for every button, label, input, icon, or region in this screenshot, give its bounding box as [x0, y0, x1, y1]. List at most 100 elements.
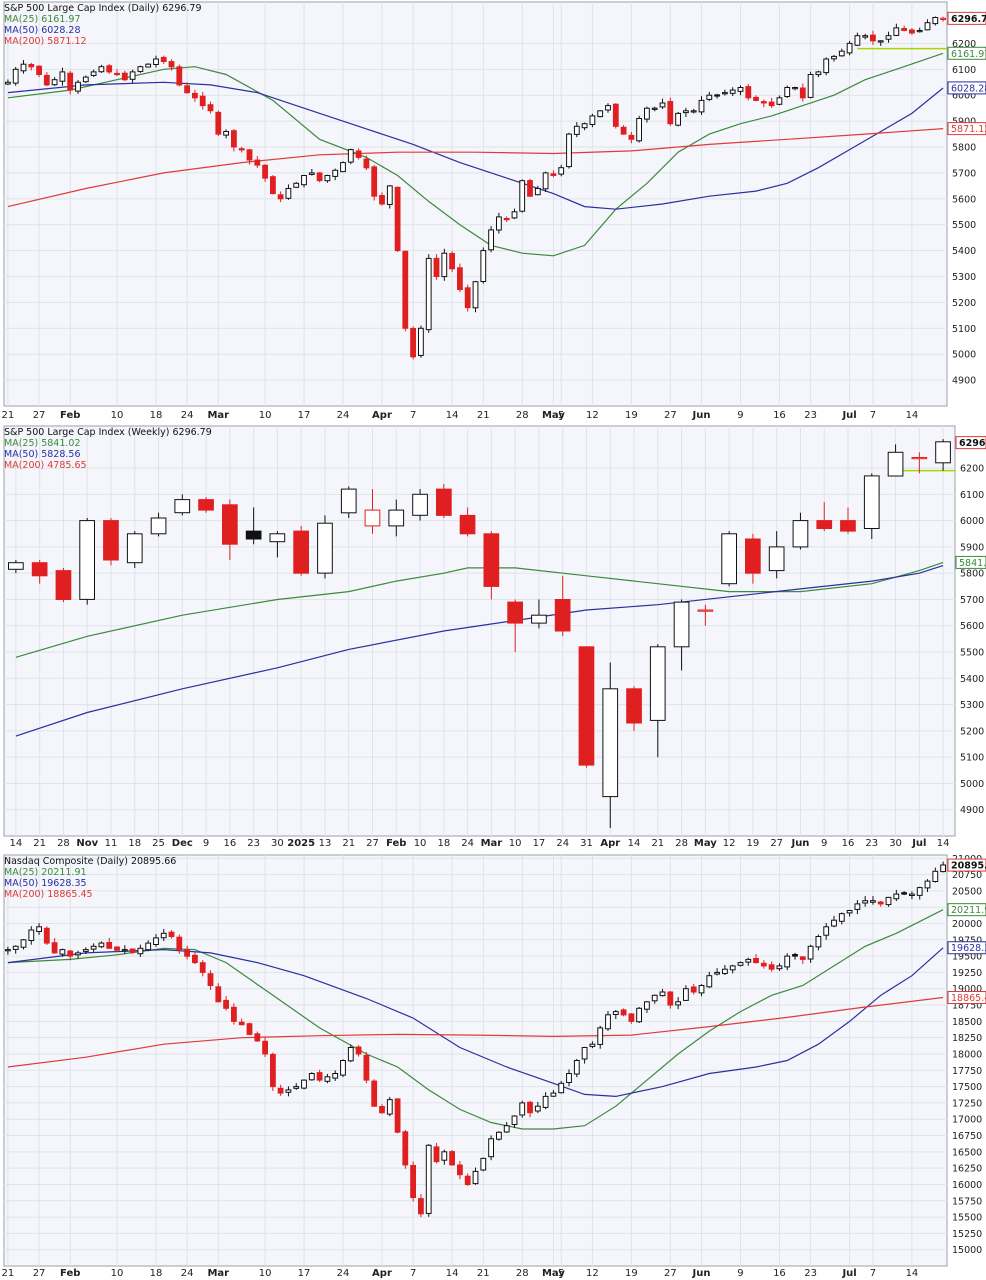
y-tick-label: 5700: [952, 168, 976, 179]
candle-body: [28, 929, 35, 941]
chart-nasdaq-daily: 15000 15250 15500 15750 16000 16250 16500 16750…: [0, 853, 986, 1280]
candle-body: [531, 614, 547, 624]
x-tick-label: 24: [337, 410, 350, 421]
candle-body: [737, 962, 744, 966]
candle-body: [317, 522, 333, 574]
candle-body: [150, 517, 167, 535]
candle-body: [238, 1021, 245, 1026]
value-tag: 5871.12: [947, 122, 986, 135]
x-tick-label: 28: [675, 838, 688, 849]
candle-body: [628, 134, 635, 140]
value-tag-label: 20211.91: [951, 905, 986, 916]
candle-body: [690, 986, 697, 993]
x-tick-label: 24: [181, 410, 194, 421]
candle-body: [371, 1080, 378, 1107]
candle-body: [605, 105, 611, 111]
x-tick-label: 21: [651, 838, 664, 849]
candle-body: [870, 900, 876, 903]
value-tag: 18865.45: [947, 991, 986, 1005]
candle-body: [464, 287, 471, 309]
candle-body: [340, 1060, 346, 1076]
candle-body: [799, 87, 806, 99]
candle-body: [877, 901, 884, 905]
y-tick-label: 19000: [952, 984, 982, 995]
candle-body: [79, 520, 96, 600]
x-tick-label: 2025: [287, 838, 315, 849]
x-tick-label: 7: [870, 410, 876, 421]
candle-body: [137, 947, 144, 955]
y-tick-label: 4900: [960, 805, 984, 816]
value-tag: 20895.66: [947, 858, 986, 872]
candle-body: [441, 1151, 448, 1161]
value-tag-label: 5841.02: [959, 558, 986, 569]
candle-body: [838, 50, 845, 57]
candle-body: [98, 66, 105, 73]
candle-body: [901, 892, 908, 895]
x-tick-label: May: [542, 1268, 565, 1279]
candle-body: [722, 968, 728, 974]
candle-body: [578, 646, 595, 766]
candle-body: [550, 1092, 557, 1097]
y-tick-label: 5700: [960, 595, 984, 606]
value-tag-label: 6296.79: [959, 438, 986, 449]
y-tick-label: 4900: [952, 376, 976, 387]
candle-body: [940, 864, 947, 873]
candle-body: [628, 1013, 635, 1022]
candle-body: [722, 92, 728, 95]
candle-body: [207, 104, 214, 112]
candle-body: [114, 946, 120, 951]
candle-body: [503, 218, 510, 221]
x-tick-label: 27: [33, 410, 46, 421]
candle-body: [721, 533, 737, 585]
candle-body: [231, 130, 237, 148]
candle-body: [293, 530, 309, 574]
x-tick-label: 14: [446, 410, 459, 421]
candle-body: [792, 520, 809, 548]
candle-body: [98, 942, 105, 948]
candle-body: [932, 870, 939, 882]
x-tick-label: Apr: [372, 1268, 392, 1279]
candle-body: [581, 1047, 588, 1060]
candle-body: [831, 919, 837, 927]
y-tick-label: 15500: [952, 1213, 982, 1224]
y-tick-label: 5100: [960, 753, 984, 764]
candle-body: [160, 56, 167, 63]
x-tick-label: 27: [770, 838, 783, 849]
candle-body: [597, 1027, 604, 1045]
candle-body: [20, 939, 27, 948]
moving-average-line: [15, 565, 944, 737]
candle-body: [831, 55, 837, 60]
candle-body: [472, 1170, 479, 1185]
x-tick-label: 17: [298, 410, 311, 421]
y-tick-label: 5600: [952, 194, 976, 205]
candle-body: [519, 1102, 526, 1116]
y-tick-label: 5300: [960, 700, 984, 711]
y-tick-label: 16750: [952, 1131, 982, 1142]
value-tag-box: [955, 555, 986, 569]
candle-body: [129, 948, 136, 953]
candle-body: [347, 149, 354, 163]
plot-area: [3, 1, 948, 407]
candle-body: [768, 964, 775, 970]
x-tick-label: 19: [625, 1268, 638, 1279]
x-tick-label: 10: [111, 410, 124, 421]
x-tick-label: 13: [319, 838, 332, 849]
value-tag-box: [947, 11, 986, 25]
y-tick-label: 6200: [952, 39, 976, 50]
value-tag-label: 6028.28: [951, 83, 986, 94]
y-tick-label: 15000: [952, 1245, 982, 1256]
candle-body: [602, 688, 619, 798]
candle-body: [745, 86, 752, 99]
candle-body: [301, 175, 307, 186]
value-tag-label: 19628.35: [951, 943, 986, 954]
candle-body: [433, 1146, 440, 1163]
candle-body: [106, 65, 113, 73]
x-tick-label: 5: [558, 410, 564, 421]
x-tick-label: Mar: [207, 1268, 229, 1279]
moving-average-line: [7, 52, 944, 257]
y-tick-label: 20000: [952, 919, 982, 930]
y-tick-label: 5400: [960, 674, 984, 685]
candle-body: [324, 175, 331, 182]
chart-panel-spx-daily: 4900 5000 5100 5200 5300 5400 5500 5600 5700 5800…: [0, 0, 986, 424]
candle-body: [199, 95, 206, 107]
